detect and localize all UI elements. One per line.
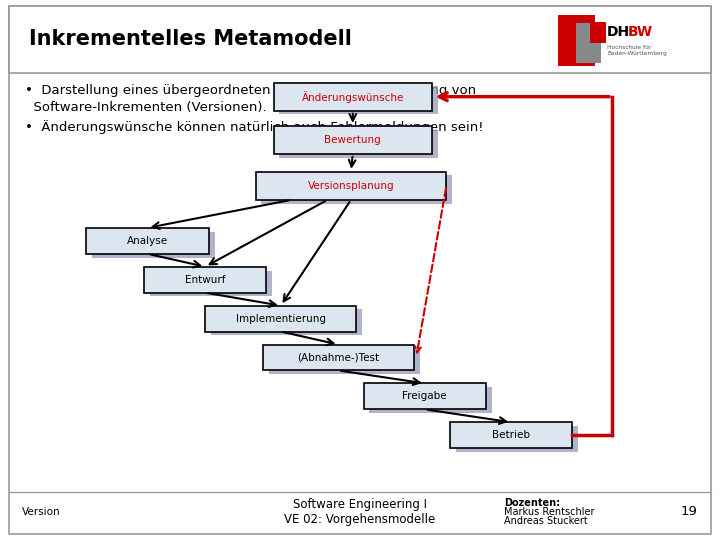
FancyArrowPatch shape	[208, 293, 276, 307]
Text: Entwurf: Entwurf	[185, 275, 225, 285]
Bar	[450, 422, 572, 448]
FancyArrowPatch shape	[428, 410, 506, 424]
Text: Markus Rentschler: Markus Rentschler	[504, 507, 595, 517]
Bar	[144, 267, 266, 293]
Bar	[279, 86, 438, 114]
Text: Änderungswünsche: Änderungswünsche	[302, 91, 404, 103]
Text: Andreas Stuckert: Andreas Stuckert	[504, 516, 588, 525]
Bar	[369, 387, 492, 413]
Bar	[205, 306, 356, 332]
Bar	[9, 6, 711, 73]
Bar	[211, 309, 362, 335]
FancyArrowPatch shape	[349, 157, 356, 167]
Text: Inkrementelles Metamodell: Inkrementelles Metamodell	[29, 29, 351, 50]
Text: Version: Version	[22, 507, 60, 517]
Bar	[274, 83, 432, 111]
Text: Freigabe: Freigabe	[402, 392, 447, 401]
Bar	[364, 383, 486, 409]
Bar	[150, 271, 272, 296]
FancyArrowPatch shape	[284, 332, 333, 345]
Text: Analyse: Analyse	[127, 236, 168, 246]
Bar	[456, 426, 578, 452]
Bar	[261, 176, 452, 204]
Text: Dozenten:: Dozenten:	[504, 498, 560, 508]
Bar	[263, 345, 414, 370]
Text: (Abnahme-)Test: (Abnahme-)Test	[297, 353, 379, 362]
Bar	[86, 228, 209, 254]
Text: •  Änderungswünsche können natürlich auch Fehlermeldungen sein!: • Änderungswünsche können natürlich auch…	[25, 120, 484, 134]
FancyArrowPatch shape	[153, 200, 289, 229]
Bar	[256, 172, 446, 200]
FancyArrowPatch shape	[439, 93, 609, 100]
Text: •  Darstellung eines übergeordneten Modells zur Durchführung von
  Software-Inkr: • Darstellung eines übergeordneten Model…	[25, 84, 477, 114]
Text: DH: DH	[607, 25, 630, 39]
Bar	[269, 348, 420, 374]
Bar	[279, 130, 438, 158]
Text: Versionsplanung: Versionsplanung	[307, 181, 395, 191]
Text: Bewertung: Bewertung	[325, 135, 381, 145]
Text: BW: BW	[628, 25, 653, 39]
FancyArrowPatch shape	[210, 201, 325, 264]
Text: Implementierung: Implementierung	[235, 314, 325, 323]
Bar	[590, 22, 606, 43]
FancyArrowPatch shape	[341, 371, 420, 385]
FancyArrowPatch shape	[349, 113, 356, 121]
Text: 19: 19	[680, 505, 697, 518]
FancyArrowPatch shape	[415, 188, 446, 353]
Bar	[576, 23, 601, 63]
Text: Hochschule für: Hochschule für	[607, 45, 651, 50]
FancyArrowPatch shape	[284, 202, 349, 301]
Text: Baden-Württemberg: Baden-Württemberg	[607, 51, 667, 57]
FancyArrowPatch shape	[150, 254, 200, 267]
Bar	[558, 15, 595, 66]
Text: Software Engineering I
VE 02: Vorgehensmodelle: Software Engineering I VE 02: Vorgehensm…	[284, 498, 436, 526]
Bar	[92, 232, 215, 258]
Bar	[274, 126, 432, 154]
Text: Betrieb: Betrieb	[492, 430, 530, 440]
